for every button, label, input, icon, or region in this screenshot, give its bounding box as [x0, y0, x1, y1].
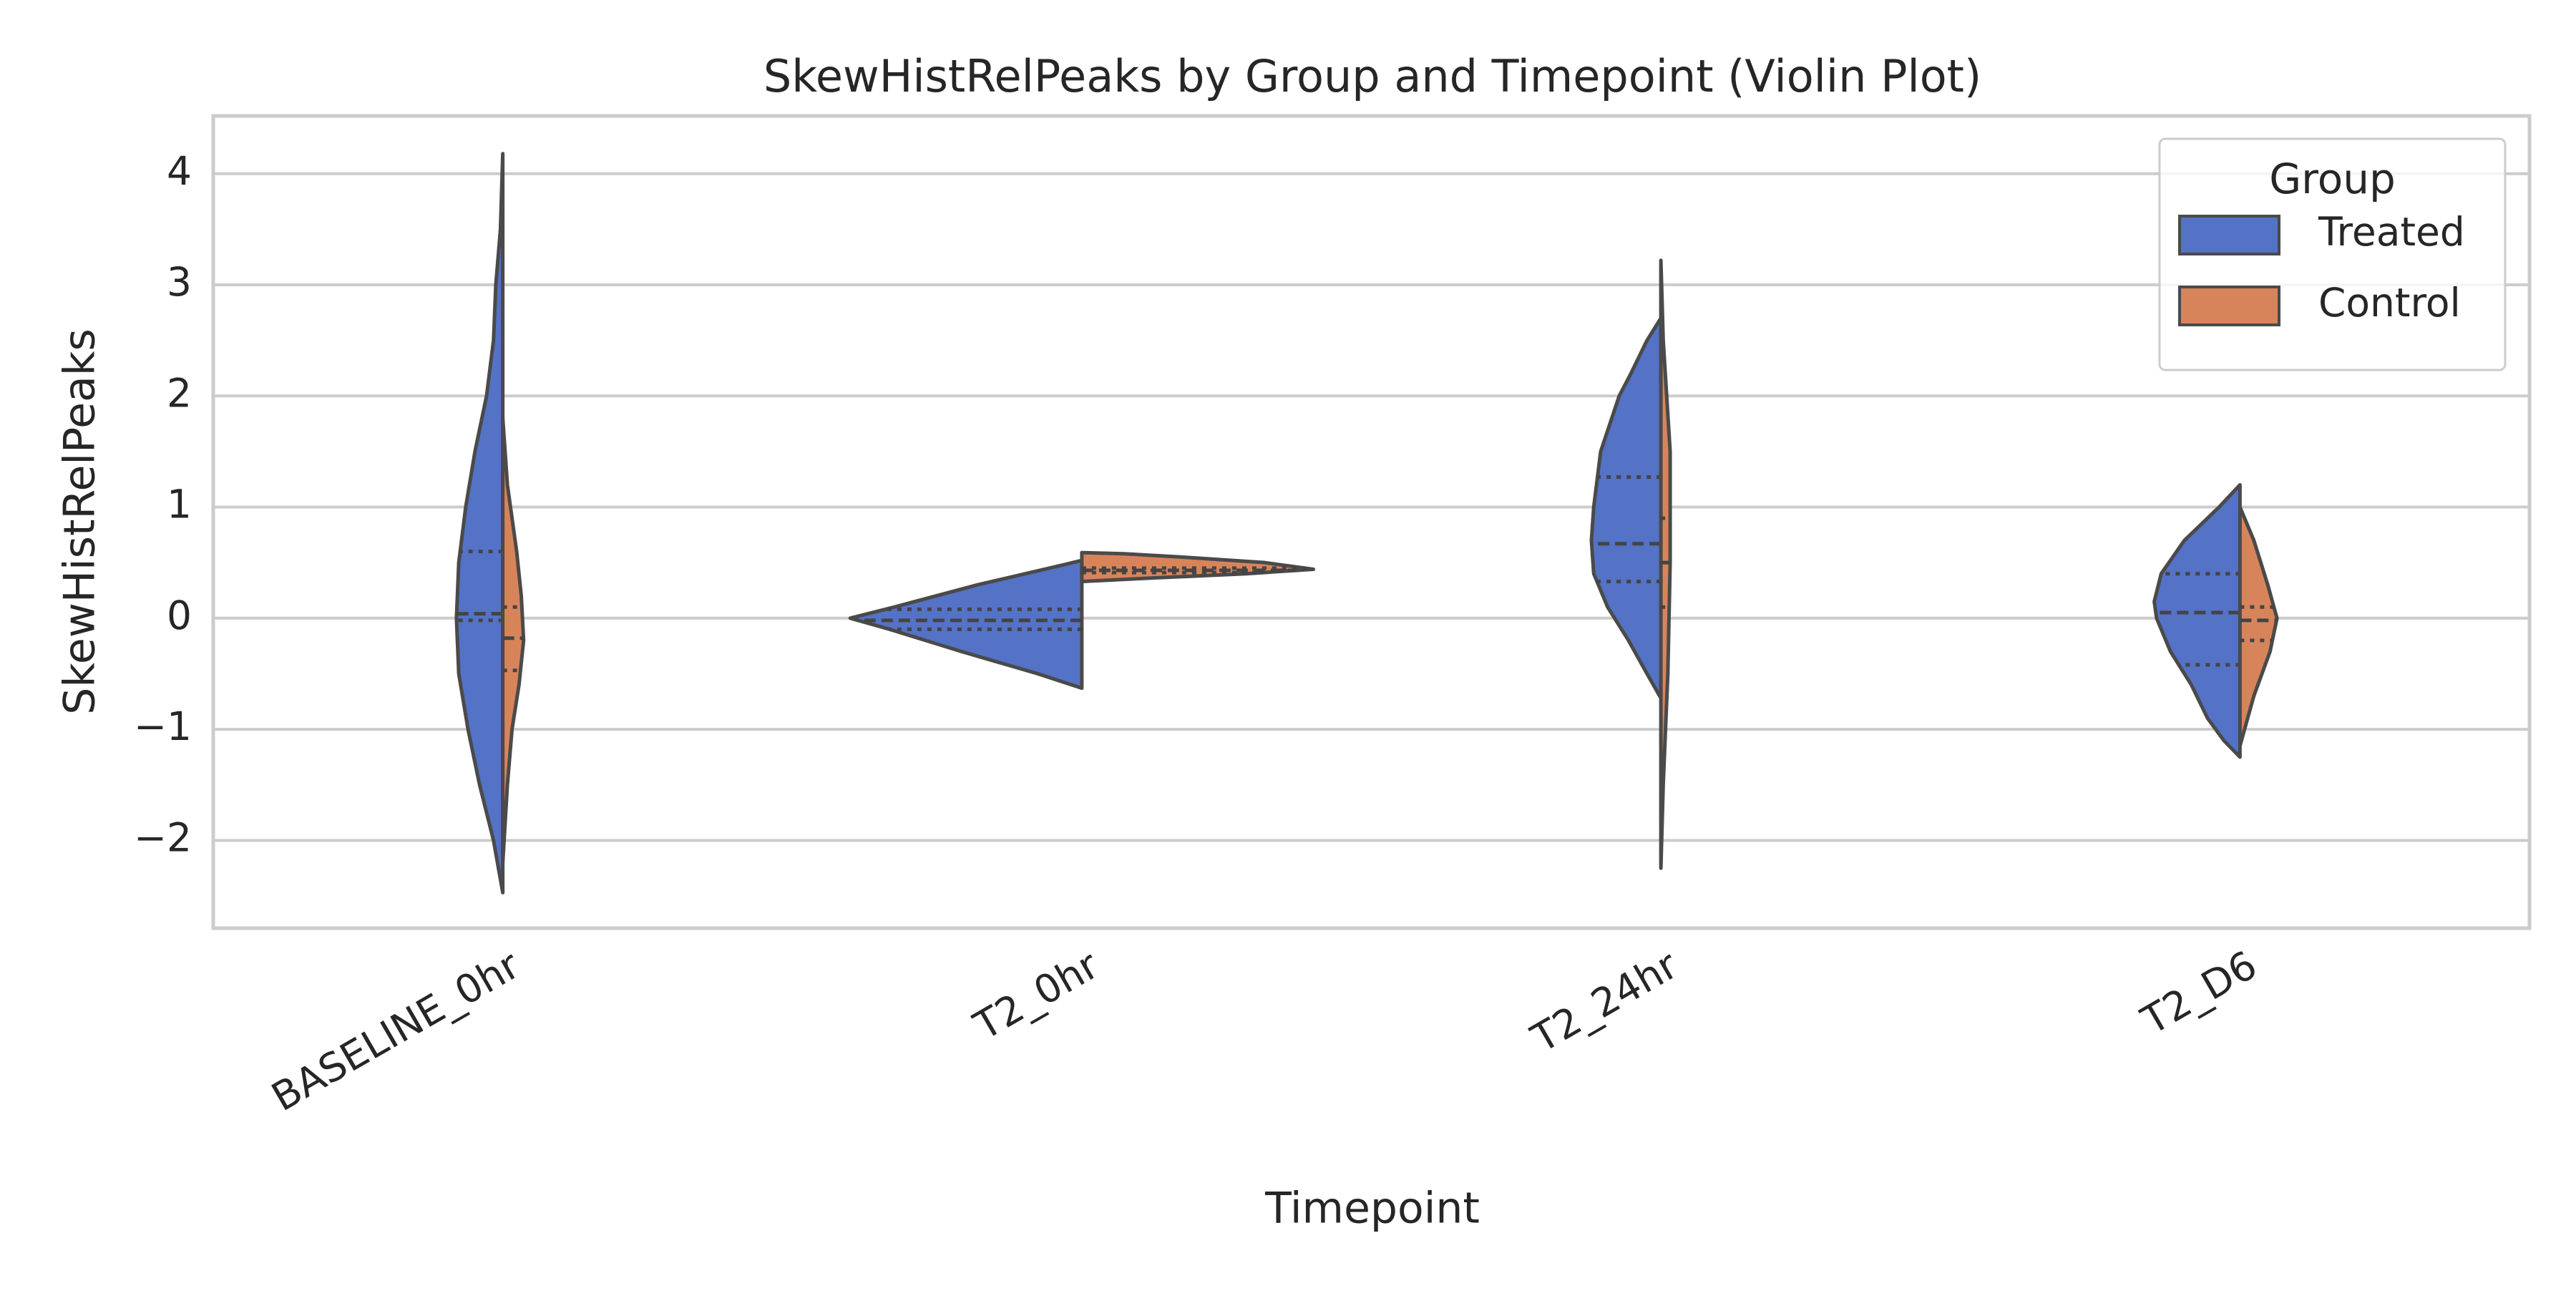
y-tick-label: 1 [167, 482, 192, 527]
y-axis-label: SkewHistRelPeaks [55, 328, 105, 715]
violin-half [454, 152, 505, 895]
plot-frame [211, 114, 2532, 930]
x-tick-label: BASELINE_0hr [264, 942, 527, 1120]
y-tick-label: 0 [167, 593, 192, 638]
x-tick-label: T2_D6 [2133, 942, 2264, 1044]
y-tick-label: 2 [167, 370, 192, 416]
chart-title: SkewHistRelPeaks by Group and Timepoint … [763, 50, 1981, 102]
legend: Group Treated Control [2158, 137, 2507, 371]
y-tick-label: −2 [134, 814, 192, 860]
legend-swatch [2178, 286, 2280, 326]
x-axis-label: Timepoint [1264, 1184, 1480, 1234]
x-tick-label: T2_0hr [966, 942, 1106, 1049]
x-tick-label: T2_24hr [1523, 942, 1686, 1062]
y-tick-label: 4 [167, 148, 192, 194]
y-tick-label: 3 [167, 259, 192, 305]
violin-half [1080, 550, 1316, 584]
legend-label: Control [2318, 280, 2461, 326]
legend-label: Treated [2318, 209, 2465, 255]
legend-swatch [2178, 215, 2280, 255]
legend-title: Group [2269, 155, 2396, 203]
violin-half [2152, 482, 2242, 759]
violin-half [2238, 505, 2279, 748]
violin-half [848, 558, 1084, 691]
y-tick-label: −1 [134, 703, 192, 749]
violin-half [501, 416, 526, 864]
violin-half [1589, 316, 1663, 701]
